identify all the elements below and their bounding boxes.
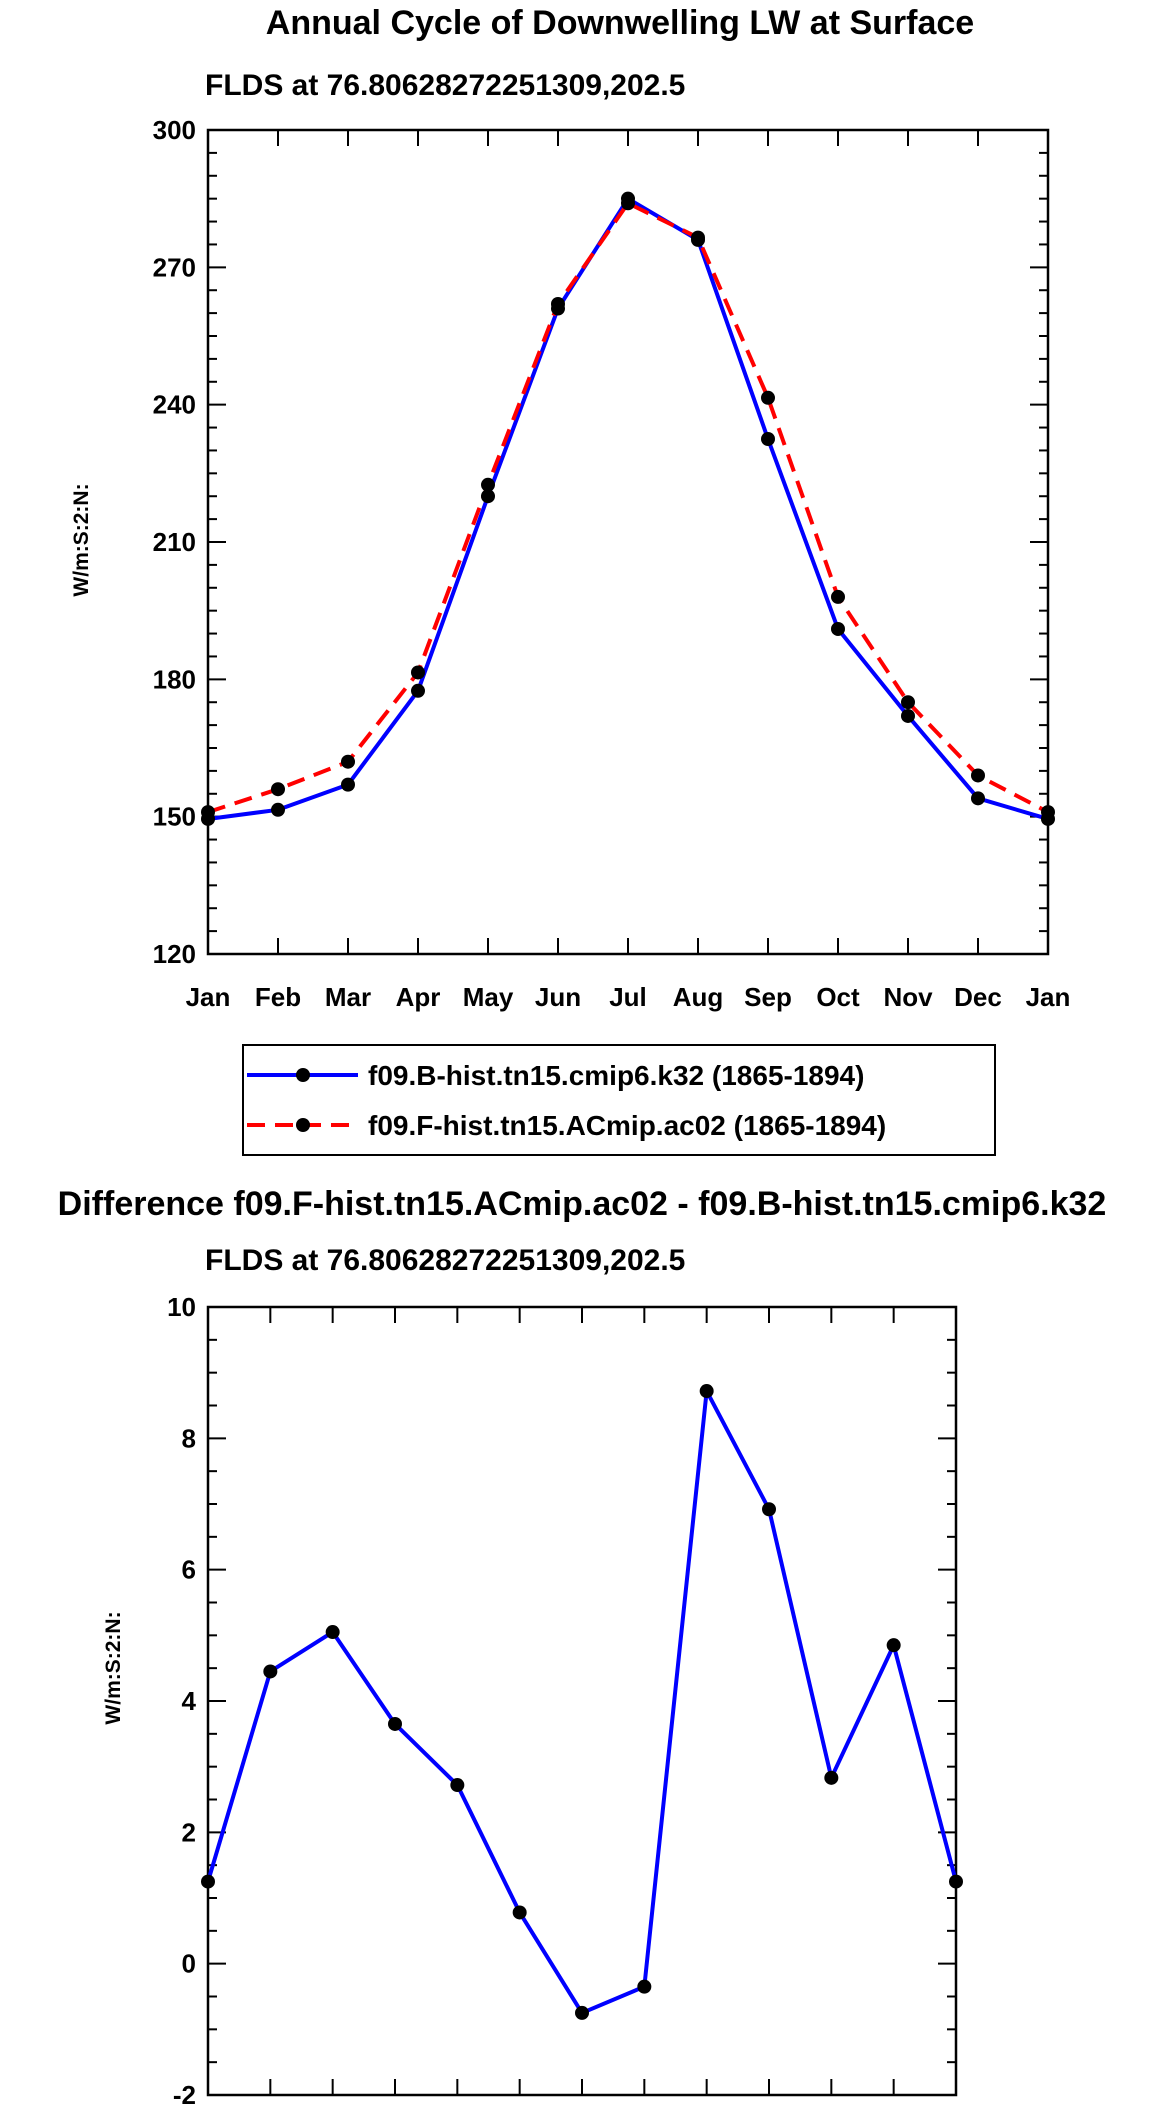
chart2-y-tick-label: 4 xyxy=(182,1686,197,1716)
chart1-y-tick-label: 210 xyxy=(153,527,196,557)
chart1-frame xyxy=(206,128,1050,956)
chart1-series-2-point xyxy=(551,296,565,311)
chart1-subtitle: FLDS at 76.80628272251309,202.5 xyxy=(205,69,685,102)
chart1-x-tick-label: Oct xyxy=(816,982,860,1012)
chart1-x-tick-label: Sep xyxy=(744,982,792,1012)
chart2-y-axis-label: W/m:S:2:N: xyxy=(102,1611,125,1724)
chart1-series-1-point xyxy=(341,777,355,792)
chart1-plot-area: Jan Feb Mar Apr May Jun Jul Aug Sep Oct Nov Dec Jan 1… xyxy=(153,115,1071,1012)
legend-marker-series-1 xyxy=(296,1068,310,1082)
chart2-series-1-point xyxy=(886,1638,901,1653)
chart2-plot-area: JanFebMarAprMayJunJulAugSepOctNovDecJan-… xyxy=(167,1292,963,2110)
chart1-series-2-point xyxy=(901,695,915,710)
chart2-series-1-point xyxy=(699,1384,714,1399)
chart1-series-2-point xyxy=(621,196,635,211)
chart2-series-1-point xyxy=(949,1874,963,1889)
chart1-y-tick-label: 270 xyxy=(153,252,196,282)
chart2-series-1-point xyxy=(388,1716,402,1731)
chart1-series-1-point xyxy=(901,708,915,723)
chart2-series-1-point xyxy=(824,1770,839,1785)
chart1-x-tick-label: Apr xyxy=(396,982,441,1012)
chart1-x-tick-label: Dec xyxy=(954,982,1002,1012)
chart1-series-2-point xyxy=(691,230,705,245)
chart2-series-1-point xyxy=(201,1874,215,1889)
chart1-y-axis-label: W/m:S:2:N: xyxy=(70,483,93,596)
chart1-series-2-line xyxy=(207,201,1049,814)
chart2-title: Difference f09.F-hist.tn15.ACmip.ac02 - … xyxy=(58,1185,1107,1223)
chart1-series-2-point xyxy=(201,805,215,820)
chart1-y-tick-label: 240 xyxy=(153,390,196,420)
chart1-series-1-point xyxy=(481,489,495,504)
chart2-series-1-point xyxy=(450,1778,465,1793)
chart1-series-1-point xyxy=(831,621,845,636)
chart2-y-tick-label: 8 xyxy=(182,1423,196,1453)
chart1-series-1-point xyxy=(271,802,285,817)
legend-marker-series-2 xyxy=(296,1118,310,1132)
chart2-series-1-point xyxy=(263,1664,278,1679)
chart1-y-tick-label: 300 xyxy=(153,115,196,145)
chart2-y-tick-label: -2 xyxy=(173,2080,196,2110)
chart2-y-tick-label: 0 xyxy=(182,1949,196,1979)
chart1-x-tick-label: Jun xyxy=(535,982,581,1012)
chart2-y-tick-label: 10 xyxy=(167,1292,196,1322)
chart2-series-1-point xyxy=(762,1502,776,1517)
chart1-y-tick-label: 180 xyxy=(153,664,196,694)
chart1-x-tick-label: Feb xyxy=(255,982,301,1012)
chart1-series-2-point xyxy=(971,768,985,783)
chart1-series-2-point xyxy=(481,477,495,492)
chart1-series-1-line xyxy=(207,196,1049,821)
chart1-x-tick-label: Mar xyxy=(325,982,371,1012)
chart1-title: Annual Cycle of Downwelling LW at Surfac… xyxy=(266,4,974,42)
chart1-series-2-point xyxy=(831,589,845,604)
chart2-series-1-line xyxy=(206,1389,958,2015)
chart1-series-1-point xyxy=(971,791,985,806)
chart2-subtitle: FLDS at 76.80628272251309,202.5 xyxy=(205,1244,685,1277)
chart1-series-2-point xyxy=(341,754,355,769)
chart1-series-2-point xyxy=(1041,805,1055,820)
chart2-series-1-point xyxy=(512,1905,527,1920)
chart1-x-tick-label: Jul xyxy=(609,982,647,1012)
chart2-y-tick-label: 6 xyxy=(182,1555,196,1585)
chart2-series-1-point xyxy=(637,1979,652,1994)
legend-label-series-1: f09.B-hist.tn15.cmip6.k32 (1865-1894) xyxy=(368,1060,864,1091)
chart1-x-tick-label: Jan xyxy=(186,982,231,1012)
legend-label-series-2: f09.F-hist.tn15.ACmip.ac02 (1865-1894) xyxy=(368,1110,886,1141)
chart1-series-1-point xyxy=(761,432,775,446)
chart1-x-tick-label: May xyxy=(463,982,514,1012)
chart2-series-1-point xyxy=(575,2005,589,2020)
chart1-x-tick-label: Jan xyxy=(1026,982,1071,1012)
chart1-x-tick-label: Nov xyxy=(883,982,933,1012)
chart1-series-1-point xyxy=(411,683,425,698)
chart1-y-tick-label: 120 xyxy=(153,939,196,969)
chart2-frame xyxy=(206,1305,958,2097)
chart1-y-tick-label: 150 xyxy=(153,802,196,832)
chart1-series-2-point xyxy=(271,782,285,797)
legend-box xyxy=(242,1044,996,1156)
chart1-x-tick-label: Aug xyxy=(673,982,724,1012)
chart2-y-tick-label: 2 xyxy=(182,1817,196,1847)
chart1-series-2-point xyxy=(411,665,425,680)
chart1-series-2-point xyxy=(761,390,775,405)
chart2-series-1-point xyxy=(325,1625,340,1640)
chart1-legend: f09.B-hist.tn15.cmip6.k32 (1865-1894) f0… xyxy=(242,1044,996,1156)
